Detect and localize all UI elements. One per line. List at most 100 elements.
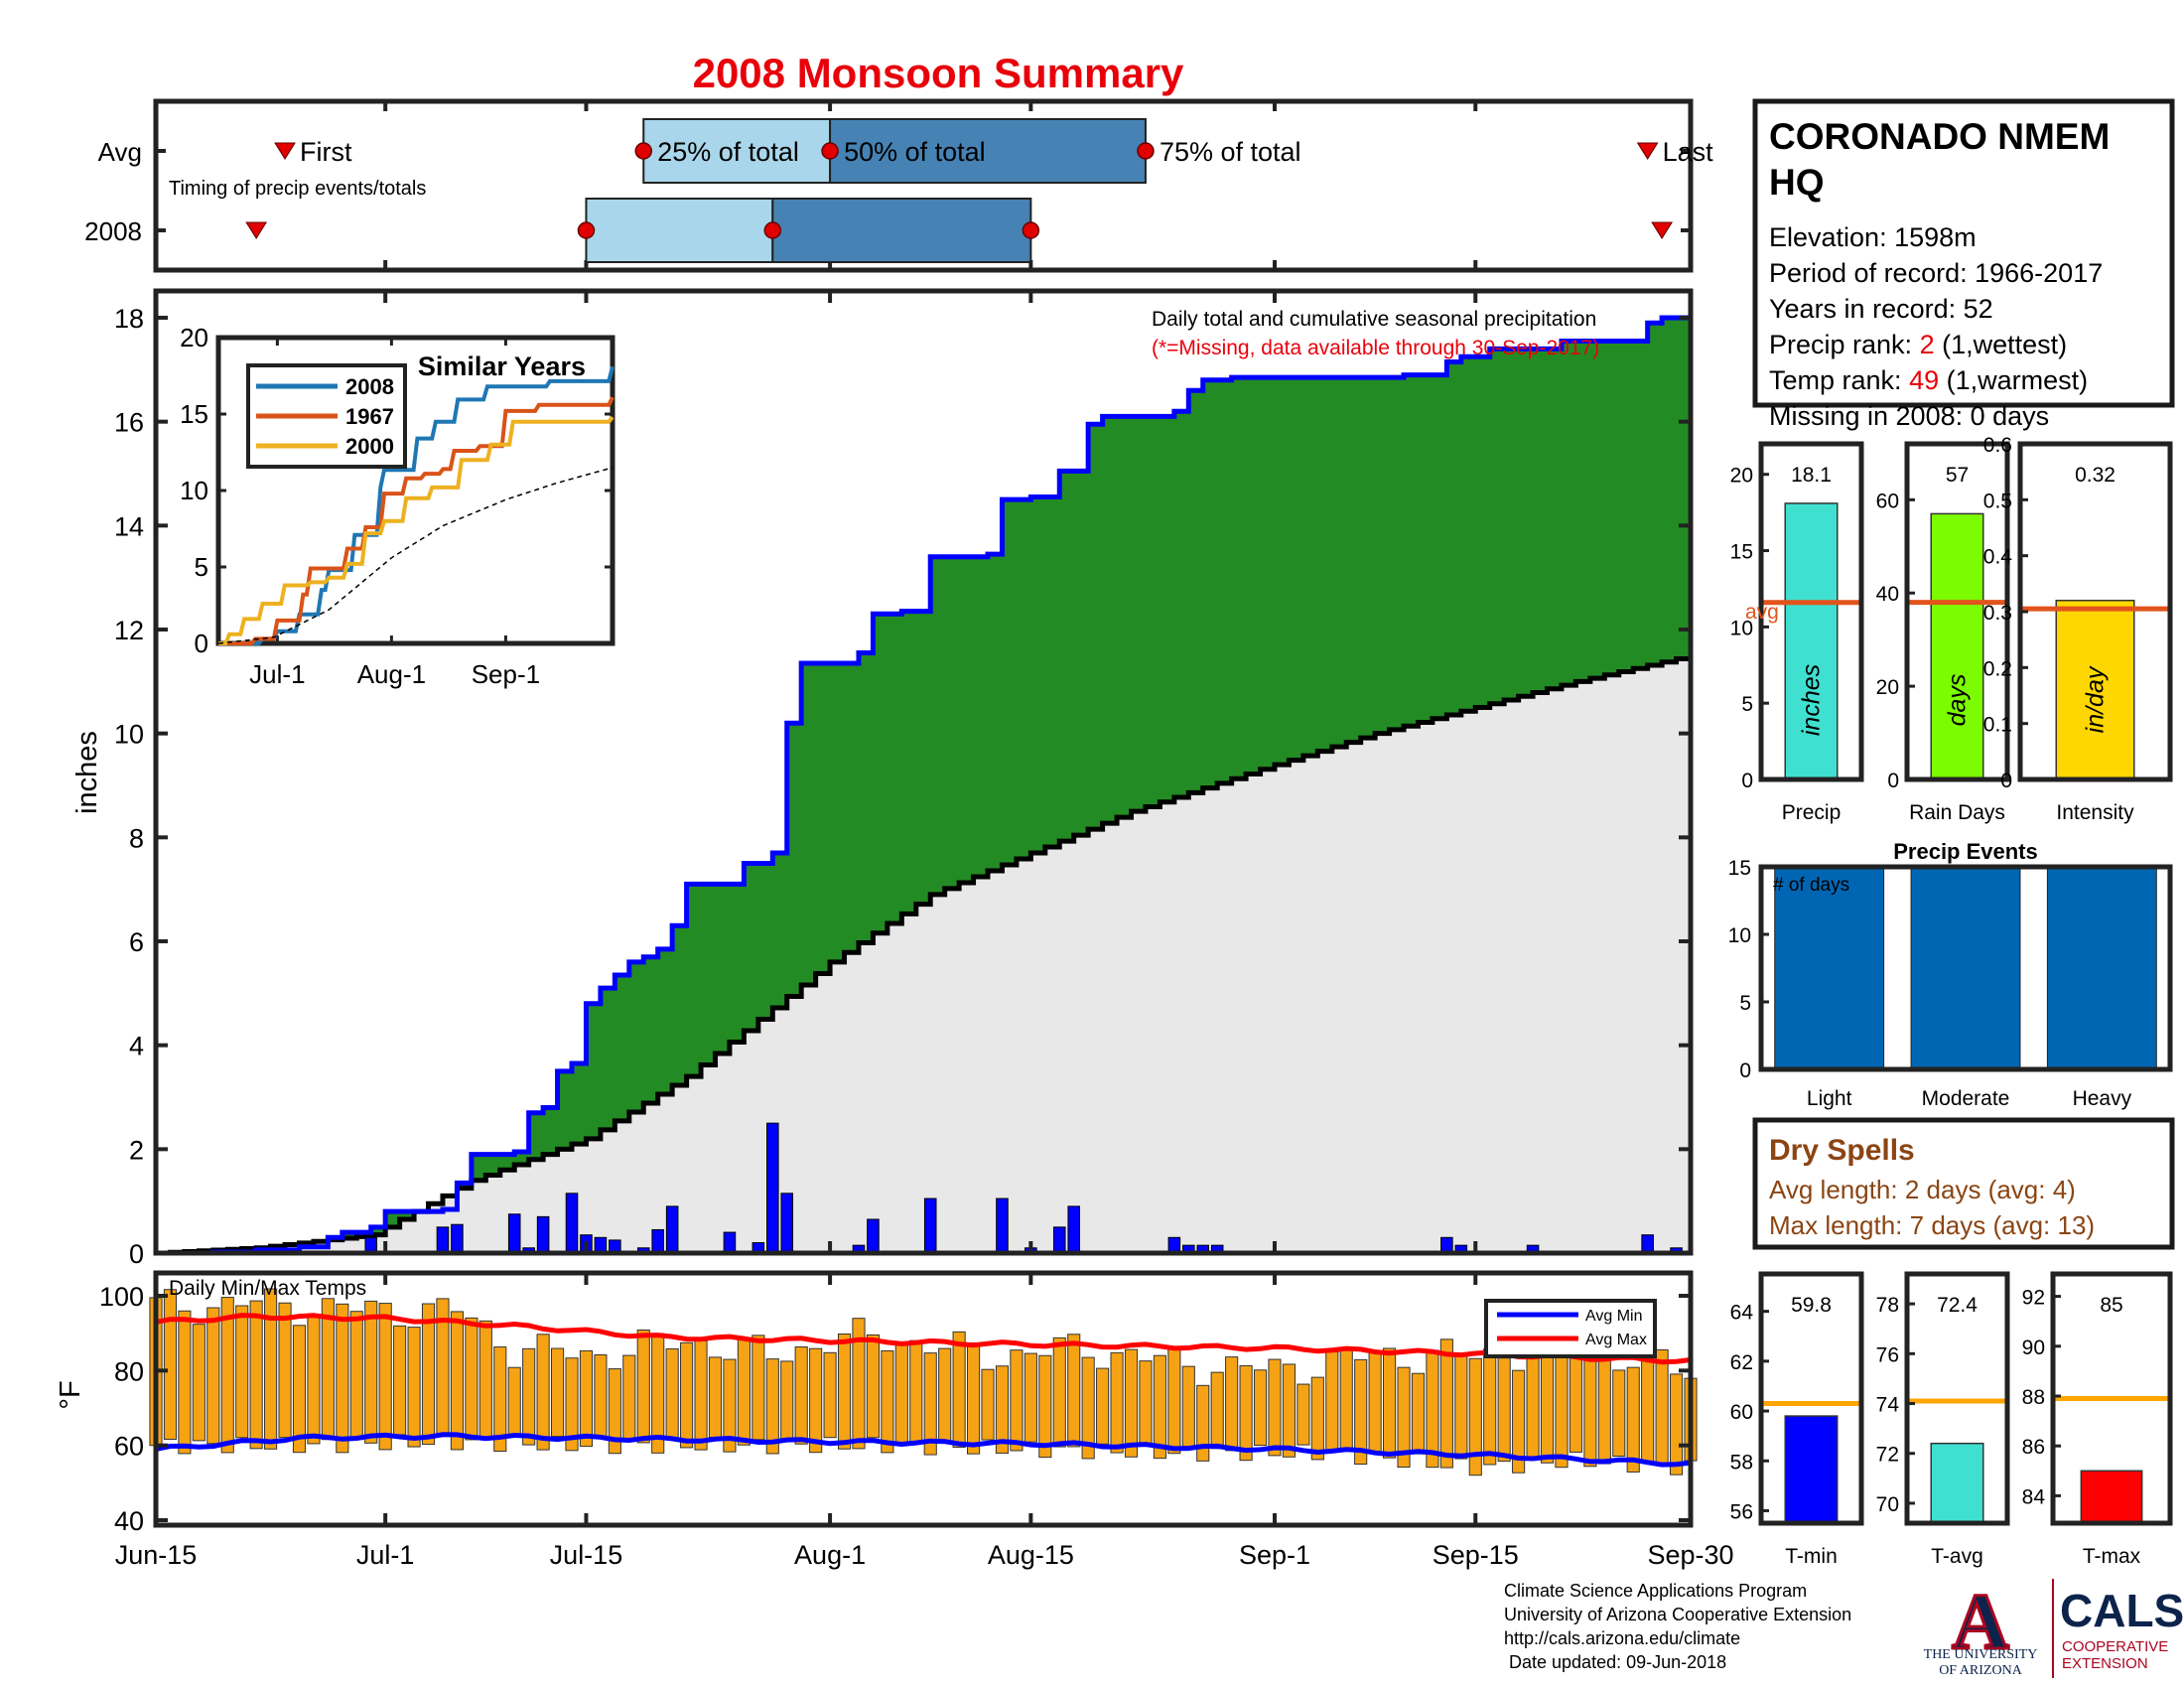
small-chart-bar xyxy=(1930,1442,1984,1524)
inset-y-tick-label: 5 xyxy=(195,552,208,582)
daily-temp-bar xyxy=(636,1329,650,1444)
events-bar xyxy=(2046,866,2157,1070)
daily-temp-bar xyxy=(1439,1338,1453,1469)
daily-temp-bar xyxy=(723,1358,737,1453)
daily-temp-bar xyxy=(407,1327,421,1448)
small-chart-value-label: 0.32 xyxy=(2075,464,2116,487)
small-chart-y-tick-label: 74 xyxy=(1876,1394,1900,1417)
station-period: Period of record: 1966-2017 xyxy=(1769,258,2103,288)
timing-quantile-marker xyxy=(821,142,839,160)
events-category-label: Moderate xyxy=(1922,1087,2010,1110)
daily-temp-bar xyxy=(1310,1376,1324,1461)
daily-temp-bar xyxy=(235,1305,249,1439)
small-chart-t_max: 84 86 88 90 92 85 T-max xyxy=(2022,1271,2173,1568)
inset-legend-label: 1967 xyxy=(345,404,394,429)
small-chart-frame xyxy=(1904,1271,2010,1526)
x-axis-date-label: Jun-15 xyxy=(115,1540,198,1570)
daily-precip-bar xyxy=(651,1228,664,1254)
small-chart-frame xyxy=(2050,1271,2173,1526)
daily-temp-bar xyxy=(751,1335,765,1441)
daily-temp-bar xyxy=(1167,1346,1181,1455)
small-chart-y-tick-label: 0.2 xyxy=(1983,657,2012,680)
temps-y-tick-label: 60 xyxy=(114,1432,144,1462)
daily-temp-bar xyxy=(249,1300,263,1450)
daily-temp-bar xyxy=(923,1352,937,1456)
daily-temp-bar xyxy=(680,1341,694,1449)
small-chart-y-tick-label: 0 xyxy=(1741,770,1753,792)
small-chart-bar-text: days xyxy=(1944,674,1972,727)
daily-temp-bar xyxy=(1483,1348,1497,1466)
ua-logo-line2: OF ARIZONA xyxy=(1939,1663,2023,1678)
daily-temp-bar xyxy=(507,1366,521,1438)
inset-title: Similar Years xyxy=(418,352,586,381)
footer-line-url: http://cals.arizona.edu/climate xyxy=(1504,1628,1741,1648)
daily-temp-bar xyxy=(1397,1366,1411,1469)
daily-precip-bar xyxy=(507,1213,521,1254)
small-chart-t_min: 56 58 60 62 64 59.8 T-min xyxy=(1730,1271,1864,1568)
x-axis-date-label: Aug-1 xyxy=(794,1540,866,1570)
inset-legend-label: 2008 xyxy=(345,374,394,399)
temps-y-axis-label: °F xyxy=(55,1380,86,1409)
main-y-tick-label: 8 xyxy=(129,823,144,853)
small-chart-y-tick-label: 0.1 xyxy=(1983,714,2012,737)
daily-temp-bar xyxy=(478,1320,492,1440)
events-y-tick-label: 10 xyxy=(1728,924,1751,947)
daily-temp-bar xyxy=(1655,1348,1669,1464)
daily-precip-bar xyxy=(867,1218,880,1254)
daily-temp-bar xyxy=(594,1354,608,1440)
daily-temp-bar xyxy=(465,1317,478,1441)
daily-temp-bar xyxy=(1239,1364,1253,1462)
small-chart-y-tick-label: 56 xyxy=(1730,1500,1753,1523)
timing-first-marker xyxy=(274,142,296,160)
daily-temp-bar xyxy=(220,1297,234,1454)
daily-precip-bar xyxy=(766,1122,779,1254)
inset-legend-label: 2000 xyxy=(345,434,394,459)
daily-temp-bar xyxy=(780,1360,794,1442)
timing-quantile-marker xyxy=(577,221,596,239)
small-chart-y-tick-label: 58 xyxy=(1730,1451,1753,1474)
daily-temp-bar xyxy=(536,1334,550,1451)
daily-temp-bar xyxy=(881,1349,894,1454)
timing-row-label-avg: Avg xyxy=(98,137,142,167)
dry-spells-box: Dry Spells Avg length: 2 days (avg: 4) M… xyxy=(1752,1117,2175,1250)
daily-temp-bar xyxy=(622,1354,636,1443)
small-chart-y-tick-label: 0 xyxy=(1887,770,1899,792)
small-chart-frame xyxy=(1904,441,2010,782)
small-chart-y-tick-label: 72 xyxy=(1876,1444,1899,1467)
temps-legend-label-min: Avg Min xyxy=(1585,1308,1643,1325)
daily-temp-bar xyxy=(1024,1352,1037,1443)
small-chart-value-label: 85 xyxy=(2100,1294,2122,1317)
temp-rank-prefix: Temp rank: xyxy=(1769,365,1909,395)
small-chart-y-tick-label: 60 xyxy=(1876,490,1899,512)
small-chart-y-tick-label: 86 xyxy=(2022,1436,2045,1459)
footer-line-date: Date updated: 09-Jun-2018 xyxy=(1504,1652,1727,1672)
daily-temp-bar xyxy=(393,1325,407,1436)
cals-logo-line2: EXTENSION xyxy=(2062,1655,2148,1672)
ua-logo: A THE UNIVERSITY OF ARIZONA xyxy=(1924,1578,2038,1679)
daily-temp-bar xyxy=(550,1347,565,1438)
small-chart-y-tick-label: 5 xyxy=(1741,693,1753,716)
station-name-line2: HQ xyxy=(1769,162,1825,203)
avg-min-line xyxy=(155,1432,1692,1468)
cumulative-2008-line xyxy=(156,312,1694,1256)
small-chart-x-label: Intensity xyxy=(2056,801,2134,824)
daily-temp-bar xyxy=(1512,1369,1526,1474)
timing-quantile-marker xyxy=(1137,142,1155,160)
daily-precip-bar xyxy=(723,1231,737,1254)
small-chart-bar xyxy=(1930,512,1984,780)
daily-temp-bar xyxy=(1426,1349,1439,1469)
daily-temp-bar xyxy=(909,1339,923,1443)
x-axis-date-label: Aug-15 xyxy=(988,1540,1074,1570)
daily-precip-bar xyxy=(780,1193,794,1254)
timing-first-label: First xyxy=(300,137,352,167)
timing-box-q50-q75 xyxy=(771,198,1032,263)
inset-y-tick-label: 0 xyxy=(195,629,208,658)
inset-y-tick-label: 10 xyxy=(180,476,208,505)
daily-temp-bar xyxy=(579,1349,594,1448)
timing-last-marker xyxy=(1636,142,1659,160)
inset-x-tick-label: Jul-1 xyxy=(249,659,305,689)
small-chart-bar xyxy=(1784,502,1839,780)
small-chart-intensity: in/day 0 0.1 0.2 0.3 0.4 0.5 0.6 0.32 Intensity xyxy=(1983,434,2173,824)
station-precip-rank: Precip rank: 2 (1,wettest) xyxy=(1769,330,2067,359)
station-temp-rank: Temp rank: 49 (1,warmest) xyxy=(1769,365,2088,395)
